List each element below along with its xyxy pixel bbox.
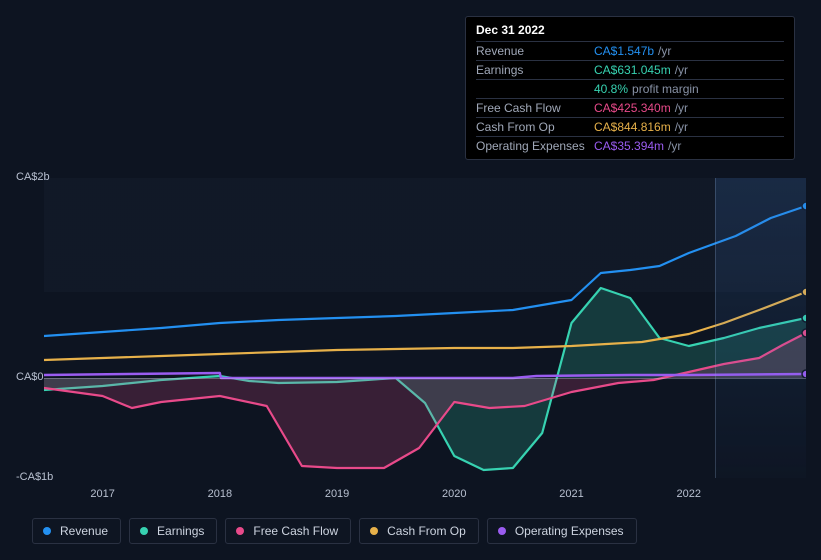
tooltip-row-unit: /yr bbox=[658, 44, 671, 58]
legend-label: Free Cash Flow bbox=[253, 524, 338, 538]
tooltip-row-value: CA$844.816m bbox=[594, 120, 671, 134]
chart-tooltip: Dec 31 2022 RevenueCA$1.547b/yrEarningsC… bbox=[465, 16, 795, 160]
legend-dot-icon bbox=[236, 527, 244, 535]
tooltip-row: EarningsCA$631.045m/yr bbox=[476, 60, 784, 79]
legend-item[interactable]: Operating Expenses bbox=[487, 518, 637, 544]
tooltip-row: 40.8% profit margin bbox=[476, 79, 784, 98]
legend-label: Cash From Op bbox=[387, 524, 466, 538]
tooltip-row: Cash From OpCA$844.816m/yr bbox=[476, 117, 784, 136]
tooltip-row-unit: /yr bbox=[675, 120, 688, 134]
tooltip-row: Free Cash FlowCA$425.340m/yr bbox=[476, 98, 784, 117]
highlight-band bbox=[715, 178, 806, 478]
chart-legend: Revenue Earnings Free Cash Flow Cash From O… bbox=[32, 518, 637, 544]
tooltip-row-label: Operating Expenses bbox=[476, 139, 594, 153]
x-axis-label: 2021 bbox=[559, 488, 583, 500]
tooltip-row-unit: /yr bbox=[668, 139, 681, 153]
y-axis-label: CA$0 bbox=[16, 371, 44, 383]
chart-plot-area[interactable] bbox=[44, 178, 806, 478]
legend-dot-icon bbox=[140, 527, 148, 535]
legend-item[interactable]: Cash From Op bbox=[359, 518, 479, 544]
legend-dot-icon bbox=[498, 527, 506, 535]
legend-item[interactable]: Earnings bbox=[129, 518, 217, 544]
legend-label: Revenue bbox=[60, 524, 108, 538]
series-line bbox=[44, 206, 806, 336]
tooltip-row-value: 40.8% bbox=[594, 82, 628, 96]
legend-item[interactable]: Free Cash Flow bbox=[225, 518, 351, 544]
legend-label: Earnings bbox=[157, 524, 204, 538]
zero-gridline bbox=[44, 378, 806, 379]
x-axis-label: 2019 bbox=[325, 488, 349, 500]
tooltip-date: Dec 31 2022 bbox=[476, 23, 784, 37]
tooltip-row-value: CA$1.547b bbox=[594, 44, 654, 58]
x-axis-label: 2020 bbox=[442, 488, 466, 500]
tooltip-row-label bbox=[476, 82, 594, 96]
tooltip-row-value: CA$631.045m bbox=[594, 63, 671, 77]
tooltip-row-value: CA$35.394m bbox=[594, 139, 664, 153]
legend-dot-icon bbox=[370, 527, 378, 535]
tooltip-row-label: Cash From Op bbox=[476, 120, 594, 134]
legend-item[interactable]: Revenue bbox=[32, 518, 121, 544]
legend-dot-icon bbox=[43, 527, 51, 535]
tooltip-row: RevenueCA$1.547b/yr bbox=[476, 41, 784, 60]
chart-svg bbox=[44, 178, 806, 478]
tooltip-row-value: CA$425.340m bbox=[594, 101, 671, 115]
tooltip-row-label: Free Cash Flow bbox=[476, 101, 594, 115]
legend-label: Operating Expenses bbox=[515, 524, 624, 538]
tooltip-row-label: Revenue bbox=[476, 44, 594, 58]
tooltip-row-unit: /yr bbox=[675, 101, 688, 115]
x-axis-label: 2017 bbox=[90, 488, 114, 500]
tooltip-row-label: Earnings bbox=[476, 63, 594, 77]
x-axis: 2017 2018 2019 2020 2021 2022 bbox=[44, 484, 806, 504]
x-axis-label: 2022 bbox=[677, 488, 701, 500]
tooltip-row-unit: /yr bbox=[675, 63, 688, 77]
tooltip-row-extra: profit margin bbox=[632, 82, 699, 96]
tooltip-row: Operating ExpensesCA$35.394m/yr bbox=[476, 136, 784, 155]
x-axis-label: 2018 bbox=[208, 488, 232, 500]
